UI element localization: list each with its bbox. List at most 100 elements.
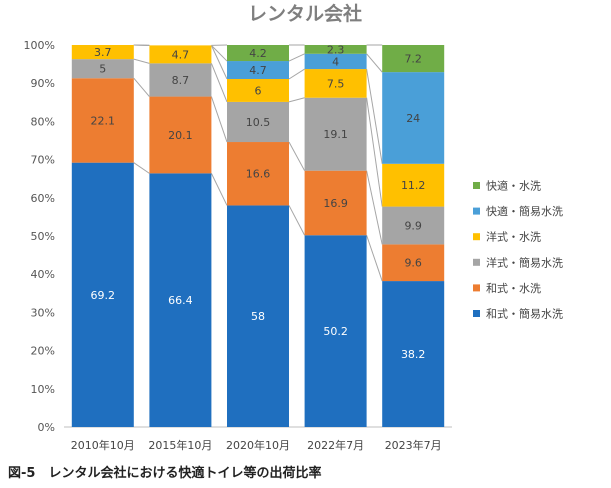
legend-label: 和式・水洗 (486, 282, 541, 295)
data-label: 8.7 (172, 74, 190, 87)
x-tick-label: 2015年10月 (148, 438, 212, 452)
bar-segment (149, 173, 212, 427)
legend-swatch (473, 207, 480, 215)
x-tick-label: 2023年7月 (385, 438, 442, 452)
legend-label: 和式・簡易水洗 (486, 307, 563, 321)
bar-segment (227, 142, 289, 206)
series-line (210, 96, 228, 143)
data-label: 4.7 (249, 64, 267, 77)
series-line (366, 97, 383, 207)
bar-segment (382, 206, 445, 245)
y-tick-label: 70% (31, 154, 55, 167)
y-tick-label: 50% (31, 230, 55, 243)
x-tick-label: 2010年10月 (71, 438, 135, 452)
bar-segment (227, 78, 289, 102)
data-label: 9.9 (404, 219, 422, 232)
series-line (133, 162, 150, 174)
bar-segment (227, 45, 289, 62)
bar-segment (71, 162, 134, 427)
data-label: 58 (251, 310, 265, 323)
bar-segment (382, 244, 445, 282)
series-line (366, 235, 383, 282)
legend-label: 快適・簡易水洗 (486, 204, 563, 218)
bar-segment (149, 96, 212, 174)
bar-segment (382, 281, 445, 427)
data-label: 66.4 (168, 294, 193, 307)
series-line (133, 77, 150, 97)
series-lines (133, 44, 383, 282)
data-label: 9.6 (404, 257, 422, 270)
data-label: 2.3 (327, 43, 345, 56)
series-line (210, 45, 228, 80)
series-line (366, 170, 383, 245)
y-tick-label: 0% (38, 421, 55, 434)
data-label: 69.2 (91, 289, 116, 302)
legend-label: 快適・水洗 (486, 179, 541, 193)
data-label: 20.1 (168, 129, 193, 142)
data-label: 19.1 (323, 128, 348, 141)
y-tick-label: 90% (31, 77, 55, 90)
bar-segment (227, 101, 289, 143)
bar-segment (149, 63, 212, 97)
y-tick-label: 30% (31, 306, 55, 319)
bar-segment (304, 97, 367, 171)
legend-swatch (473, 233, 480, 241)
y-tick-label: 100% (24, 39, 55, 52)
data-label: 6 (255, 84, 262, 97)
bar-segment (382, 72, 445, 164)
y-tick-label: 60% (31, 192, 55, 205)
data-label: 4.7 (172, 48, 190, 61)
bar-segment (304, 69, 367, 98)
data-label: 38.2 (401, 348, 426, 361)
series-line (288, 205, 306, 236)
series-line (210, 173, 228, 206)
bar-segment (304, 53, 367, 70)
chart-title: レンタル会社 (248, 2, 362, 25)
series-line (366, 53, 383, 73)
data-label: 4 (332, 55, 339, 68)
legend-swatch (473, 284, 480, 292)
data-label: 22.1 (91, 114, 116, 127)
data-label: 50.2 (323, 325, 348, 338)
figure-caption: 図-5 レンタル会社における快適トイレ等の出荷比率 (8, 466, 322, 481)
y-tick-label: 10% (31, 383, 55, 396)
stacked-bar-chart: レンタル会社 0% 10% 20% 30% 40% 50% 60% 70% 80% 90% 100%… (24, 2, 563, 452)
bar-segment (304, 235, 367, 427)
bar-segment (71, 59, 134, 79)
series-line (366, 68, 383, 164)
series-line (288, 97, 305, 103)
data-label: 4.2 (249, 47, 267, 60)
bar-segment (227, 61, 289, 79)
x-tick-label: 2020年10月 (226, 438, 290, 452)
bar-segment (71, 45, 134, 60)
series-line (288, 141, 306, 171)
series-line (288, 68, 305, 80)
chart-bars: 69.2 22.1 5 3.7 66.4 20.1 8.7 4.7 58 16.6 10.5 6 4.7… (71, 43, 445, 427)
data-label: 10.5 (246, 116, 271, 129)
bar-segment (382, 45, 445, 73)
x-tick-label: 2022年7月 (307, 438, 364, 452)
data-label: 3.7 (94, 46, 112, 59)
series-line (133, 58, 150, 64)
data-label: 5 (99, 63, 106, 76)
series-line (210, 63, 228, 103)
data-label: 24 (406, 112, 420, 125)
data-label: 16.9 (323, 197, 348, 210)
y-tick-label: 20% (31, 345, 55, 358)
chart-axes: 0% 10% 20% 30% 40% 50% 60% 70% 80% 90% 100% 2010年10… (24, 39, 452, 452)
bar-segment (149, 45, 212, 64)
legend-swatch (473, 310, 480, 317)
data-label: 7.2 (404, 53, 422, 66)
legend-label: 洋式・簡易水洗 (486, 255, 563, 269)
bar-segment (382, 163, 445, 207)
bar-segment (304, 45, 367, 54)
series-line (288, 53, 305, 62)
bar-segment (227, 205, 289, 427)
legend-swatch (473, 182, 480, 189)
y-tick-label: 40% (31, 268, 55, 281)
legend-label: 洋式・水洗 (486, 230, 541, 244)
data-label: 11.2 (401, 179, 426, 192)
series-line (211, 45, 228, 62)
y-tick-label: 80% (31, 115, 55, 128)
